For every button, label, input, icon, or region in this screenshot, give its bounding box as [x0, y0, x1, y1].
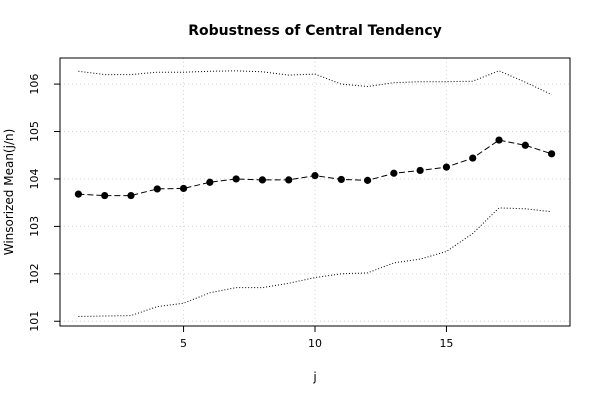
mean-point: [127, 191, 135, 200]
mean-point: [232, 175, 240, 183]
y-tick-label: 106: [28, 74, 41, 95]
y-tick-label: 103: [28, 216, 41, 237]
mean-point: [179, 184, 188, 193]
x-axis-label: j: [312, 370, 316, 384]
mean-point: [74, 190, 83, 198]
x-tick-label: 15: [439, 337, 453, 350]
mean-point: [521, 141, 529, 149]
x-tick-label: 5: [180, 337, 187, 350]
mean-point: [390, 169, 398, 177]
mean-point: [363, 176, 372, 184]
bound-line-1: [78, 70, 552, 95]
mean-line: [78, 139, 552, 197]
x-tick-label: 10: [308, 337, 322, 350]
mean-point: [285, 176, 293, 184]
mean-point: [337, 175, 345, 184]
mean-point: [547, 150, 556, 158]
y-tick-label: 101: [28, 311, 41, 332]
series-layer: [74, 70, 556, 317]
mean-point: [469, 154, 477, 162]
mean-point: [206, 178, 214, 186]
mean-point: [311, 172, 319, 180]
axes: 5 10 15 101 102 103 104 105 106: [28, 74, 453, 350]
mean-point: [442, 163, 451, 171]
mean-point: [258, 176, 267, 184]
y-tick-label: 105: [28, 121, 41, 142]
mean-point: [101, 191, 109, 200]
y-axis-label: Winsorized Mean(j/n): [2, 129, 16, 256]
mean-point: [153, 185, 161, 193]
mean-point: [416, 166, 424, 175]
y-tick-label: 102: [28, 263, 41, 284]
y-tick-label: 104: [28, 168, 41, 189]
chart-title: Robustness of Central Tendency: [188, 23, 442, 39]
mean-point: [495, 136, 503, 144]
bound-line-2: [78, 207, 552, 317]
grid: [60, 58, 570, 326]
